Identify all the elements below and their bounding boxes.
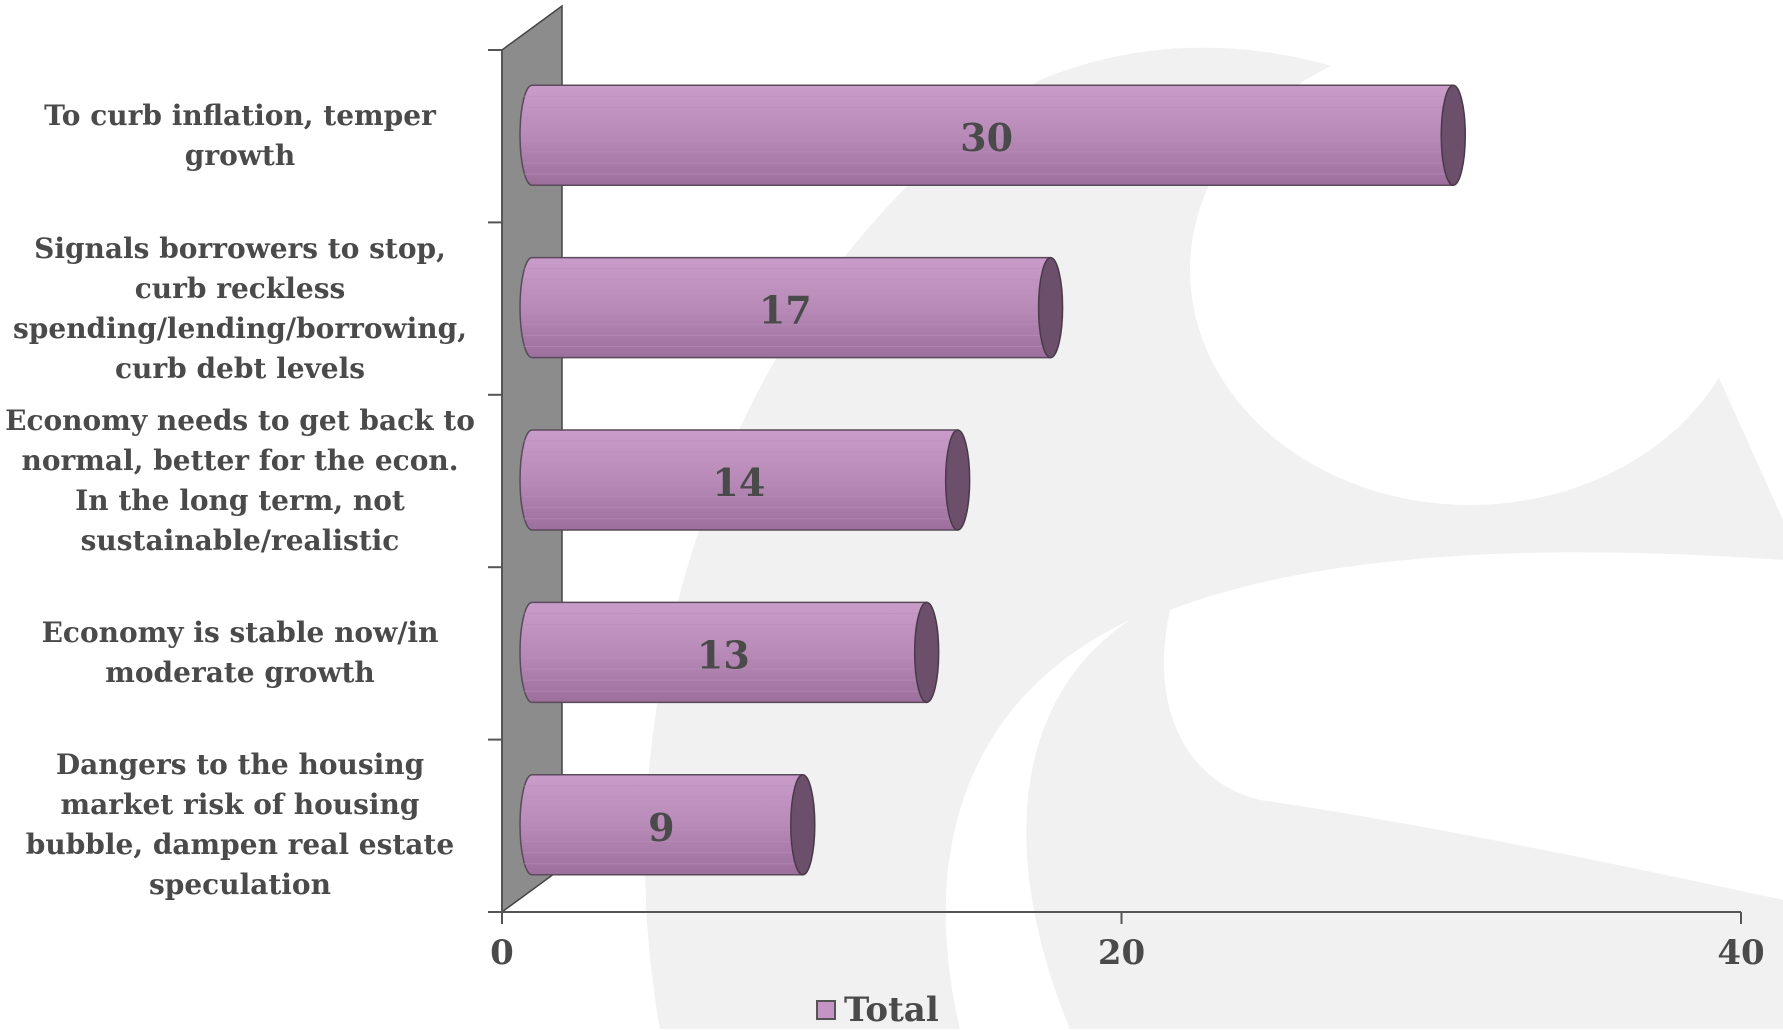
plot-area: 0 20 40 30 17 14 13 9 <box>488 4 1765 973</box>
data-label: 9 <box>648 805 674 850</box>
bar-end-cap <box>1440 84 1466 186</box>
category-label: Economy is stable now/in moderate growth <box>41 616 439 689</box>
x-tick-label: 40 <box>1717 933 1764 973</box>
bar <box>519 256 1052 359</box>
bar <box>519 774 804 876</box>
data-label: 17 <box>759 288 812 333</box>
legend: Total <box>816 990 939 1030</box>
bar <box>519 601 928 704</box>
category-label: Signals borrowers to stop, curb reckless s… <box>13 232 467 385</box>
x-tick-label: 20 <box>1098 933 1145 973</box>
data-label: 13 <box>697 632 750 677</box>
category-label: Dangers to the housing market risk of hou… <box>25 748 455 901</box>
category-label: Economy needs to get back to normal, bett… <box>5 404 475 557</box>
bar <box>519 429 959 531</box>
bar-end-cap <box>790 774 816 876</box>
x-tick-label: 0 <box>490 933 514 973</box>
bar-end-cap <box>913 601 940 704</box>
category-label: To curb inflation, temper growth <box>44 99 436 172</box>
data-label: 30 <box>960 115 1013 160</box>
legend-label: Total <box>844 990 939 1030</box>
legend-swatch <box>816 1000 836 1020</box>
bar <box>519 84 1454 186</box>
data-label: 14 <box>712 460 765 505</box>
bar-end-cap <box>1037 256 1064 359</box>
bar-end-cap <box>944 429 971 531</box>
